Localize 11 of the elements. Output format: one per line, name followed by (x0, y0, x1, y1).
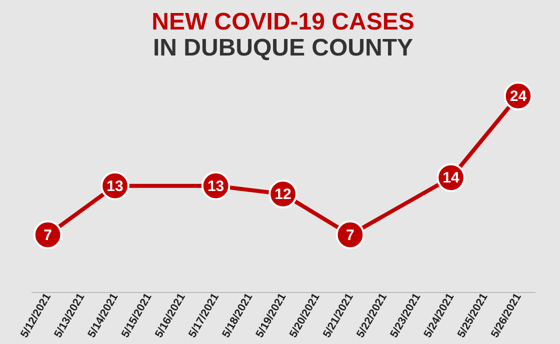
chart-title: NEW COVID-19 CASES (152, 8, 414, 36)
data-label: 13 (106, 178, 124, 195)
data-label: 14 (442, 170, 460, 187)
data-label: 7 (346, 226, 354, 244)
data-label: 7 (44, 226, 52, 244)
data-label: 13 (207, 178, 224, 195)
chart-subtitle: IN DUBUQUE COUNTY (152, 34, 414, 62)
point (336, 220, 365, 250)
data-label: 24 (510, 88, 528, 105)
point (33, 220, 62, 250)
data-label: 12 (274, 186, 292, 203)
